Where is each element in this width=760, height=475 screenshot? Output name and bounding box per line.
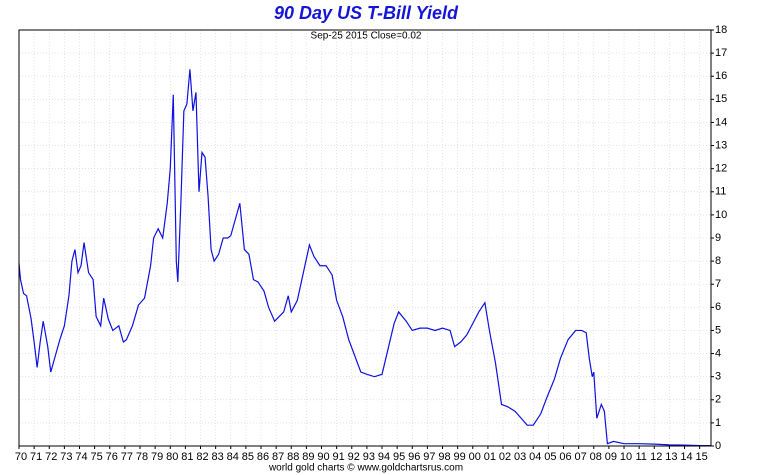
x-tick-label: 92 (348, 451, 360, 463)
x-tick-label: 14 (680, 451, 692, 463)
x-tick-label: 97 (423, 451, 435, 463)
x-tick-label: 13 (665, 451, 677, 463)
x-tick-label: 04 (529, 451, 541, 463)
x-tick-label: 73 (60, 451, 72, 463)
x-tick-label: 12 (650, 451, 662, 463)
y-tick-label: 5 (715, 324, 721, 336)
x-tick-label: 78 (136, 451, 148, 463)
x-tick-label: 00 (469, 451, 481, 463)
y-tick-label: 15 (715, 93, 727, 105)
y-tick-label: 2 (715, 394, 721, 406)
x-tick-label: 86 (257, 451, 269, 463)
y-tick-label: 14 (715, 116, 727, 128)
grid (18, 29, 714, 449)
chart-footer: world gold charts © www.goldchartsrus.co… (268, 463, 463, 474)
x-tick-label: 94 (378, 451, 390, 463)
y-tick-label: 7 (715, 278, 721, 290)
x-tick-label: 06 (559, 451, 571, 463)
line-series (18, 69, 711, 447)
y-tick-label: 18 (715, 24, 727, 36)
x-tick-label: 77 (121, 451, 133, 463)
x-tick-label: 79 (151, 451, 163, 463)
x-tick-label: 11 (635, 451, 646, 463)
x-tick-label: 80 (166, 451, 178, 463)
x-tick-label: 01 (484, 451, 496, 463)
x-tick-label: 93 (363, 451, 375, 463)
y-tick-label: 0 (715, 440, 721, 452)
x-tick-label: 07 (575, 451, 587, 463)
x-tick-label: 88 (287, 451, 299, 463)
x-tick-label: 08 (590, 451, 602, 463)
y-tick-label: 3 (715, 371, 721, 383)
x-tick-label: 87 (272, 451, 284, 463)
x-tick-label: 89 (302, 451, 314, 463)
x-tick-label: 91 (333, 451, 345, 463)
x-tick-label: 70 (15, 451, 27, 463)
chart-subtitle: Sep-25 2015 Close=0.02 (311, 31, 422, 42)
x-tick-label: 81 (181, 451, 193, 463)
y-tick-label: 16 (715, 70, 727, 82)
x-tick-label: 83 (212, 451, 224, 463)
y-tick-label: 9 (715, 232, 721, 244)
x-tick-label: 09 (605, 451, 617, 463)
plot-frame (18, 29, 712, 447)
x-tick-label: 02 (499, 451, 511, 463)
x-tick-label: 82 (196, 451, 208, 463)
x-tick-label: 96 (408, 451, 420, 463)
y-tick-label: 6 (715, 301, 721, 313)
x-tick-label: 99 (454, 451, 466, 463)
y-tick-label: 8 (715, 255, 721, 267)
x-tick-label: 95 (393, 451, 405, 463)
x-tick-label: 76 (106, 451, 118, 463)
y-tick-label: 10 (715, 209, 727, 221)
chart-title: 90 Day US T-Bill Yield (274, 3, 459, 23)
x-tick-label: 98 (438, 451, 450, 463)
plot (18, 69, 711, 447)
x-tick-label: 03 (514, 451, 526, 463)
x-tick-label: 90 (317, 451, 329, 463)
x-tick-label: 75 (91, 451, 103, 463)
x-tick-label: 85 (242, 451, 254, 463)
x-tick-label: 74 (75, 451, 87, 463)
y-tick-label: 12 (715, 163, 727, 175)
x-tick-label: 15 (696, 451, 708, 463)
y-tick-label: 17 (715, 47, 727, 59)
x-tick-label: 72 (45, 451, 57, 463)
x-tick-label: 10 (620, 451, 632, 463)
y-tick-label: 11 (715, 186, 726, 198)
x-tick-label: 05 (544, 451, 556, 463)
y-tick-label: 1 (715, 417, 721, 429)
y-tick-label: 4 (715, 347, 721, 359)
y-tick-label: 13 (715, 139, 727, 151)
x-tick-label: 71 (30, 451, 42, 463)
x-tick-label: 84 (227, 451, 239, 463)
